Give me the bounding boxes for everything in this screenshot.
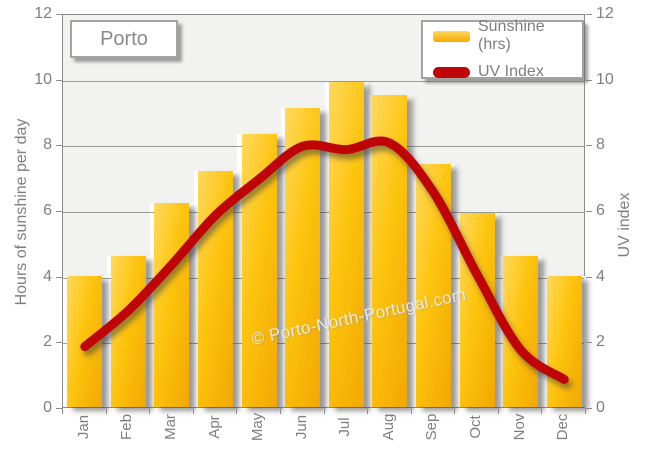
left-tick-mark: [56, 342, 62, 344]
bottom-tick-mark: [497, 408, 499, 414]
bottom-tick-mark: [192, 408, 194, 414]
left-tick-mark: [56, 14, 62, 15]
right-axis-tick-label: 0: [596, 399, 605, 416]
bottom-tick-mark: [236, 408, 238, 414]
right-tick-mark: [586, 342, 592, 344]
right-tick-mark: [586, 14, 592, 15]
bottom-tick-mark: [105, 408, 107, 414]
left-tick-mark: [56, 145, 62, 147]
bottom-tick-mark: [279, 408, 281, 414]
legend: Sunshine (hrs) UV Index: [421, 18, 584, 81]
month-label: Mar: [161, 414, 179, 440]
legend-item-sunshine: Sunshine (hrs): [433, 18, 582, 54]
gridline: [63, 277, 584, 279]
bottom-tick-mark: [367, 408, 369, 414]
left-tick-mark: [56, 79, 62, 81]
left-axis-tick-label: 6: [43, 202, 52, 219]
right-axis-tick-label: 10: [596, 70, 614, 88]
sunshine-swatch-icon: [433, 30, 470, 42]
gridline: [63, 212, 584, 213]
right-tick-mark: [586, 408, 592, 409]
month-label: Oct: [467, 415, 485, 439]
chart-title: Porto: [100, 27, 148, 50]
left-tick-mark: [56, 276, 62, 278]
right-tick-mark: [586, 145, 592, 147]
legend-label-uv: UV Index: [478, 63, 544, 80]
month-label: Apr: [205, 415, 223, 439]
right-axis-tick-label: 12: [596, 5, 614, 22]
bottom-tick-mark: [323, 408, 325, 414]
chart-title-box: Porto: [70, 20, 178, 58]
left-axis-tick-label: 12: [34, 5, 52, 22]
month-label: May: [249, 412, 267, 442]
month-label: Aug: [379, 413, 397, 441]
bottom-tick-mark: [585, 408, 586, 414]
bottom-tick-mark: [410, 408, 412, 414]
gridline: [63, 343, 584, 345]
right-tick-mark: [586, 211, 592, 212]
left-axis-tick-label: 8: [43, 136, 52, 154]
legend-item-uv: UV Index: [433, 63, 582, 81]
bottom-tick-mark: [454, 408, 456, 414]
month-label: Nov: [510, 413, 528, 441]
left-tick-mark: [56, 211, 62, 212]
left-axis-tick-label: 0: [43, 399, 52, 416]
month-label: Feb: [118, 414, 136, 440]
bottom-tick-mark: [62, 408, 63, 414]
uv-swatch-icon: [433, 66, 470, 78]
left-axis-tick-label: 4: [43, 267, 52, 285]
uv-index-line: [80, 136, 569, 384]
right-axis-tick-label: 6: [596, 202, 605, 219]
right-tick-mark: [586, 79, 592, 81]
sunshine-bar: [328, 81, 364, 407]
month-label: Jan: [74, 414, 92, 440]
legend-label-sunshine: Sunshine (hrs): [477, 18, 545, 53]
bottom-tick-mark: [149, 408, 151, 414]
right-axis-tick-label: 4: [596, 267, 605, 285]
month-label: Dec: [554, 413, 572, 441]
right-axis-tick-label: 2: [596, 333, 605, 351]
month-label: Jun: [292, 414, 310, 440]
right-axis-tick-label: 8: [596, 136, 605, 154]
left-tick-mark: [56, 408, 62, 409]
month-label: Jul: [336, 417, 354, 437]
month-label: Sep: [423, 413, 441, 441]
uv-line-layer: [80, 136, 569, 384]
sunshine-bar: [546, 275, 582, 407]
right-tick-mark: [586, 276, 592, 278]
sunshine-bar: [154, 203, 190, 407]
plot-area: [62, 14, 586, 408]
gridline: [63, 80, 584, 82]
left-axis-tick-label: 10: [34, 70, 52, 88]
left-axis-tick-label: 2: [43, 333, 52, 351]
bottom-tick-mark: [541, 408, 543, 414]
sunshine-bar: [110, 255, 146, 407]
